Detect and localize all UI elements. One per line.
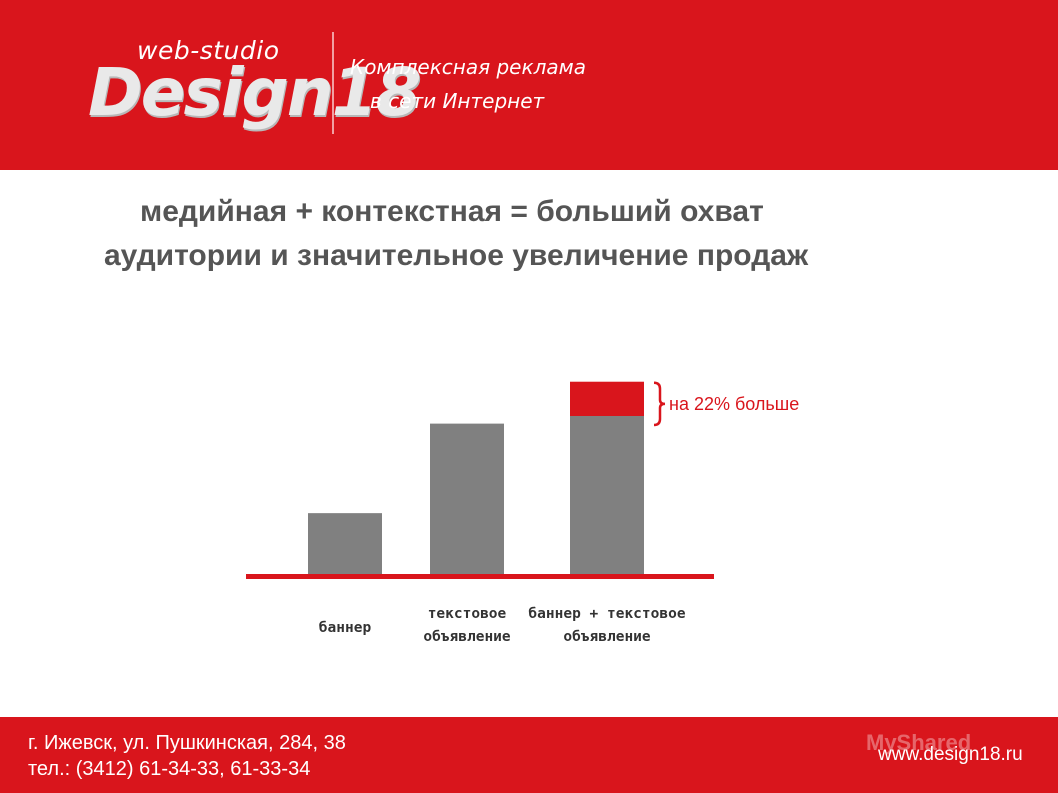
footer-bar	[0, 717, 1058, 793]
headline-line2: аудитории и значительное увеличение прод…	[104, 239, 809, 272]
header-tagline: Комплексная реклама в сети Интернет	[350, 50, 586, 118]
watermark: MyShared	[866, 730, 972, 755]
logo-web-studio: web-studio	[137, 36, 280, 65]
category-label-0-0: баннер	[319, 620, 372, 636]
category-label-2-0: баннер + текстовое	[528, 606, 685, 622]
increment-label: на 22% больше	[669, 394, 799, 414]
address-line1: г. Ижевск, ул. Пушкинская, 284, 38	[28, 732, 346, 754]
category-label-2-1: объявление	[563, 629, 651, 645]
header-bar	[0, 0, 1058, 170]
logo-design18: Design18	[88, 54, 422, 131]
bar-2	[570, 416, 644, 576]
footer-address: г. Ижевск, ул. Пушкинская, 284, 38 тел.:…	[28, 730, 346, 782]
header-divider	[332, 32, 334, 134]
bar-1	[430, 423, 504, 576]
website-link[interactable]: www.design18.ru	[878, 744, 1023, 765]
slide-headline: медийная + контекстная = больший охват а…	[104, 190, 1004, 278]
tagline-line1: Комплексная реклама	[350, 55, 586, 79]
address-line2: тел.: (3412) 61-34-33, 61-33-34	[28, 758, 311, 780]
headline-line1: медийная + контекстная = больший охват	[140, 195, 764, 228]
category-label-1-0: текстовое	[428, 606, 507, 622]
baseline	[246, 574, 714, 579]
increment-bar	[570, 381, 644, 416]
increment-bracket	[653, 381, 666, 427]
tagline-line2: в сети Интернет	[370, 89, 545, 113]
category-label-1-1: объявление	[423, 629, 511, 645]
bar-0	[308, 513, 382, 576]
